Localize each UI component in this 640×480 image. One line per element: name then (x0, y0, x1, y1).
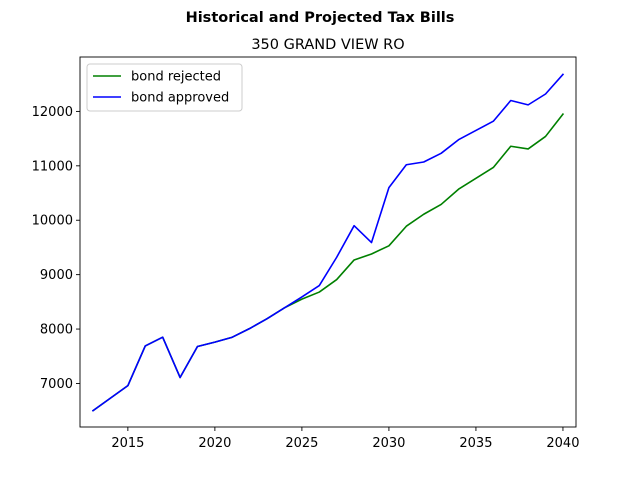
x-tick-label: 2035 (459, 436, 492, 451)
legend-label: bond approved (131, 91, 229, 106)
chart-subtitle: 350 GRAND VIEW RO (251, 37, 404, 53)
x-tick-label: 2015 (111, 436, 144, 451)
y-tick-label: 12000 (32, 105, 73, 120)
legend-label: bond rejected (131, 70, 221, 85)
y-tick-label: 9000 (40, 268, 73, 283)
legend-box (86, 63, 243, 112)
plot-frame (79, 56, 577, 428)
y-tick-label: 8000 (40, 323, 73, 338)
series-line-bond-rejected (91, 113, 565, 412)
x-tick-label: 2020 (198, 436, 231, 451)
y-tick-label: 10000 (32, 214, 73, 229)
chart-title: Historical and Projected Tax Bills (186, 10, 455, 26)
x-tick-label: 2025 (285, 436, 318, 451)
x-tick-label: 2040 (546, 436, 579, 451)
y-tick-label: 7000 (40, 377, 73, 392)
x-tick-label: 2030 (372, 436, 405, 451)
y-tick-label: 11000 (32, 159, 73, 174)
plot-area: 2015 2020 2025 2030 2035 2040 7000 8000 9000 1000… (32, 56, 579, 451)
series-line-bond-approved (91, 73, 565, 412)
